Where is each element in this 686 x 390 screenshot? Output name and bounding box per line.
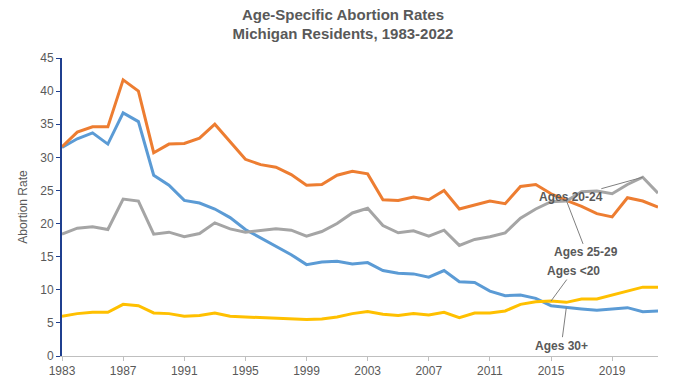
svg-text:40: 40 <box>40 84 54 98</box>
svg-text:2007: 2007 <box>415 364 442 378</box>
svg-text:1995: 1995 <box>232 364 259 378</box>
svg-text:10: 10 <box>40 283 54 297</box>
svg-text:Ages 30+: Ages 30+ <box>535 339 588 353</box>
svg-text:2015: 2015 <box>538 364 565 378</box>
svg-text:Abortion Rate: Abortion Rate <box>16 170 30 244</box>
svg-text:30: 30 <box>40 151 54 165</box>
svg-text:45: 45 <box>40 51 54 65</box>
svg-text:Ages <20: Ages <20 <box>547 264 600 278</box>
svg-text:5: 5 <box>47 316 54 330</box>
svg-text:Age-Specific Abortion RatesMic: Age-Specific Abortion RatesMichigan Resi… <box>233 6 454 43</box>
svg-text:1991: 1991 <box>171 364 198 378</box>
svg-text:Ages 25-29: Ages 25-29 <box>554 245 618 259</box>
svg-text:Ages 20-24: Ages 20-24 <box>539 190 603 204</box>
svg-text:2003: 2003 <box>354 364 381 378</box>
svg-text:1987: 1987 <box>110 364 137 378</box>
svg-text:1999: 1999 <box>293 364 320 378</box>
svg-text:2011: 2011 <box>477 364 503 378</box>
svg-text:15: 15 <box>40 250 54 264</box>
svg-text:35: 35 <box>40 117 54 131</box>
svg-text:20: 20 <box>40 217 54 231</box>
svg-text:1983: 1983 <box>49 364 76 378</box>
svg-text:0: 0 <box>47 349 54 363</box>
svg-text:2019: 2019 <box>599 364 626 378</box>
svg-text:25: 25 <box>40 184 54 198</box>
